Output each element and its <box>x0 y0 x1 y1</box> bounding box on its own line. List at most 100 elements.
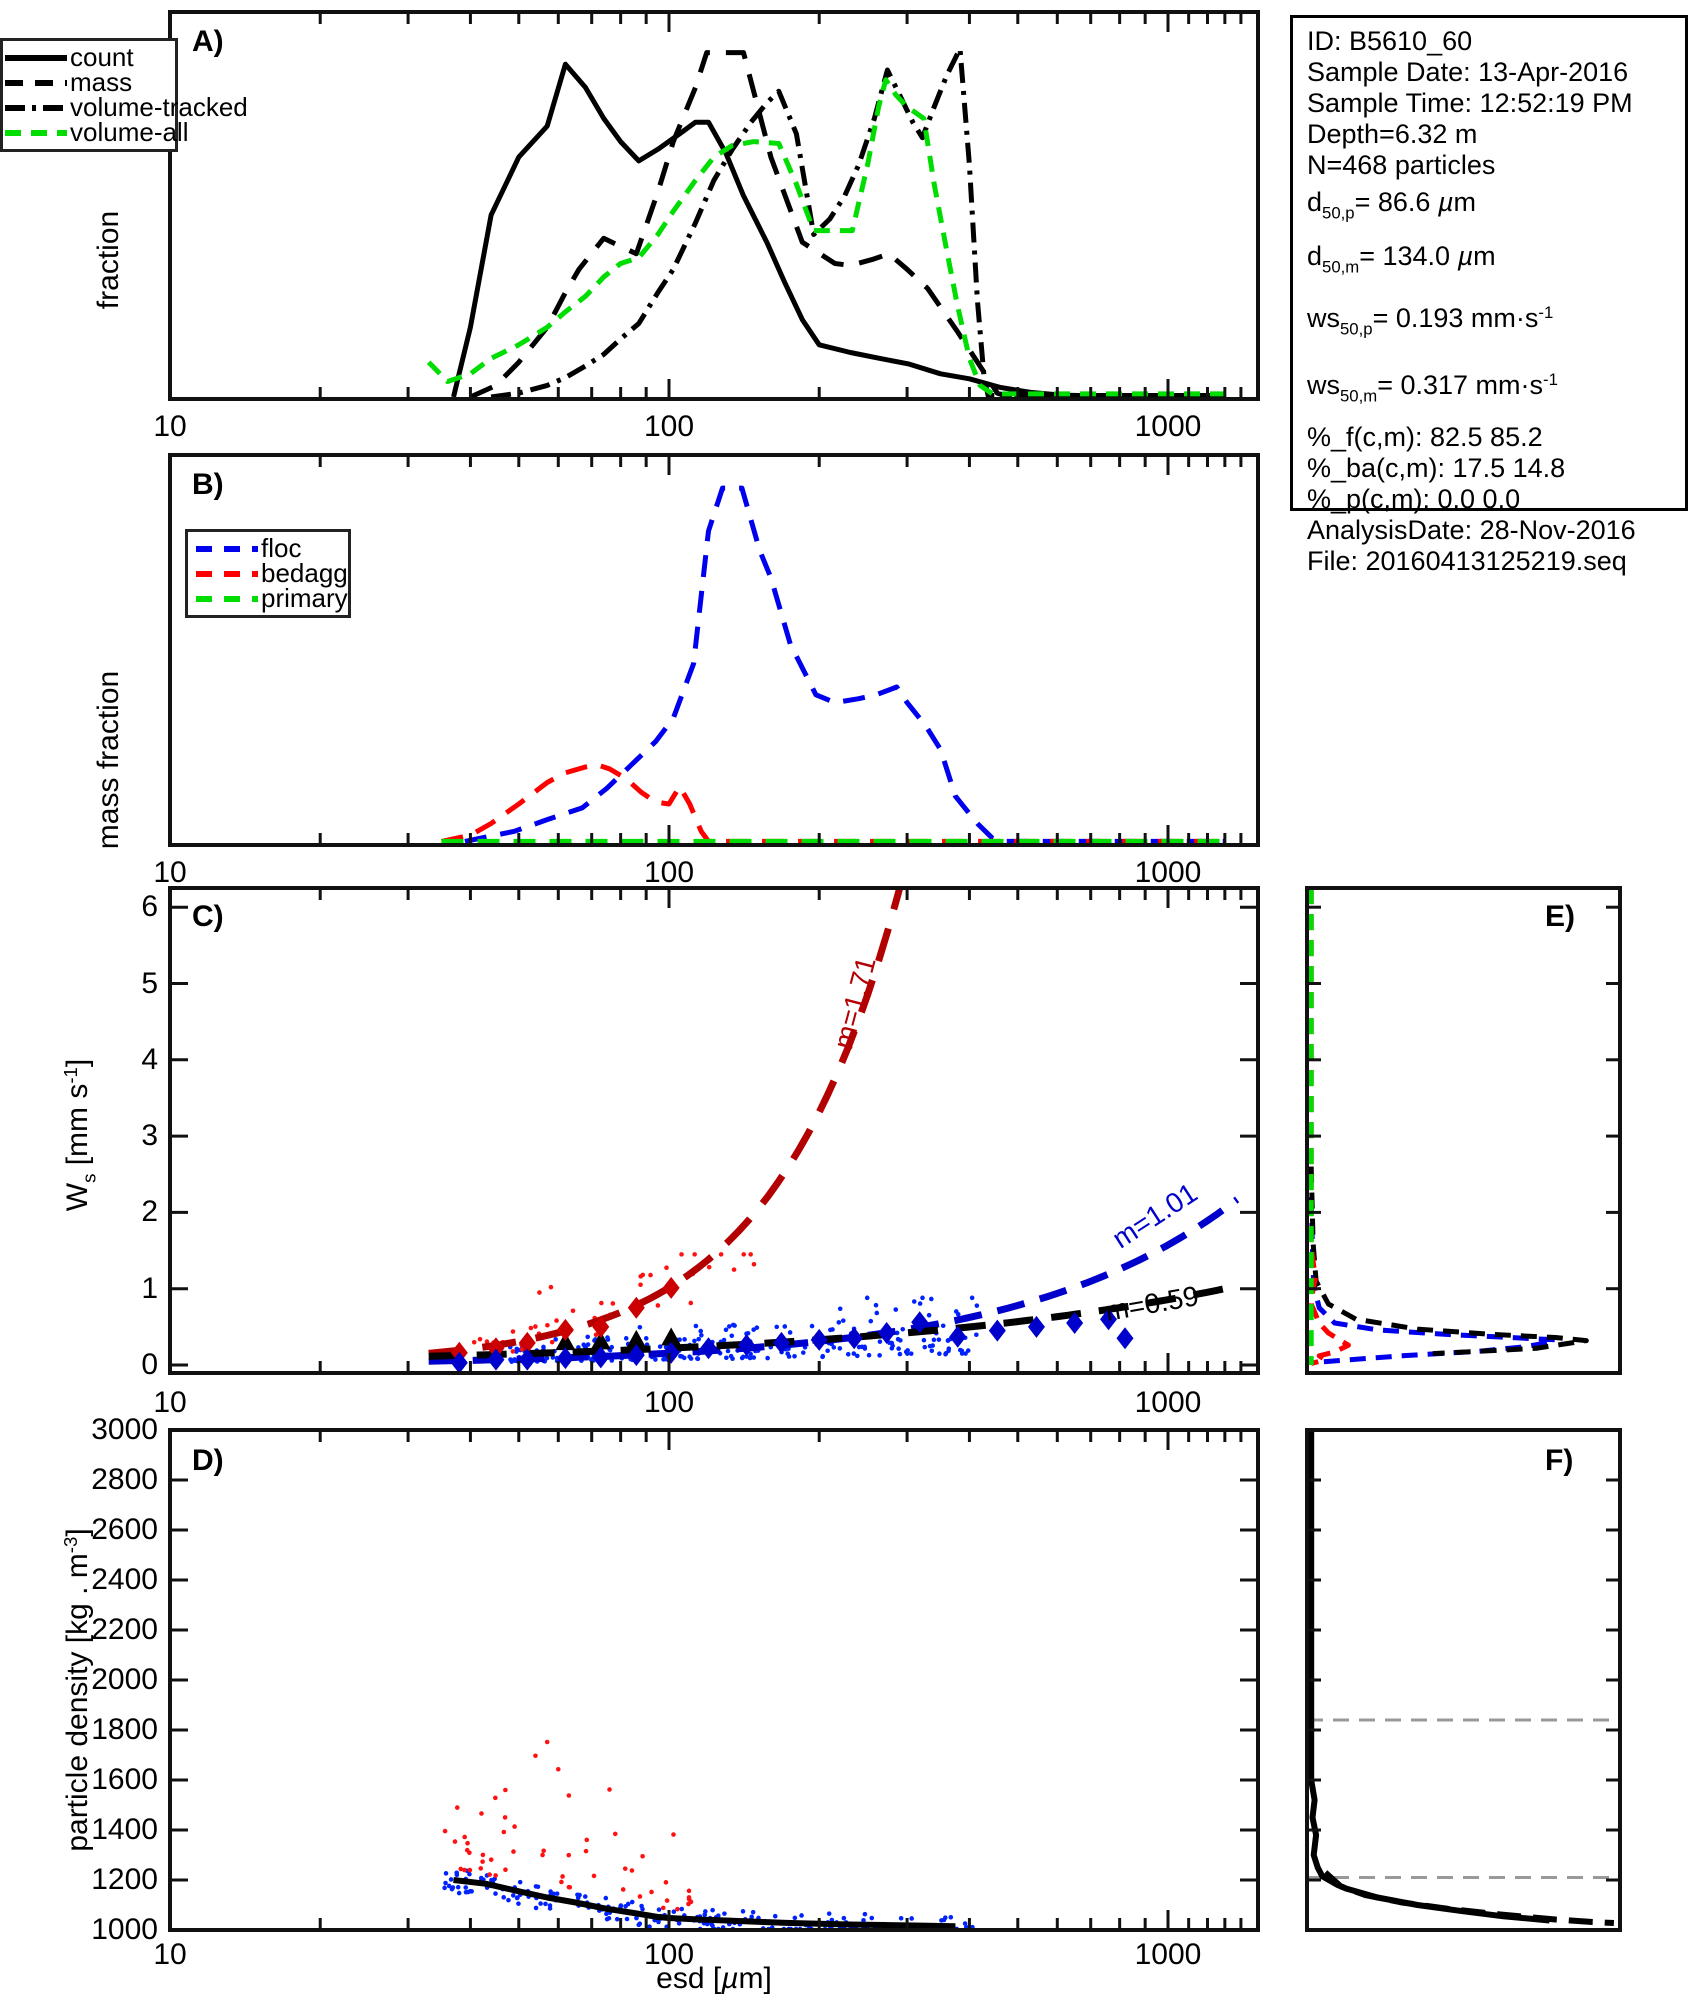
legend-label: volume-tracked <box>70 92 248 122</box>
scatter-dot <box>710 1907 715 1913</box>
text-segment: = 134.0 <box>1359 240 1458 271</box>
scatter-dot <box>480 1852 486 1858</box>
text-segment: esd [ <box>656 1962 722 1995</box>
scatter-dot <box>889 1340 895 1346</box>
text-segment: -1 <box>1538 303 1554 323</box>
bin-median-diamond <box>556 1318 574 1341</box>
scatter-dot <box>921 1337 927 1343</box>
scatter-dot <box>549 1339 555 1345</box>
scatter-dot <box>750 1909 756 1915</box>
scatter-dot <box>514 1346 520 1352</box>
x-tick-label: 10 <box>153 1938 187 1971</box>
scatter-dot <box>493 1891 498 1896</box>
scatter-dot <box>446 1883 452 1889</box>
text-segment: d <box>1307 240 1323 271</box>
scatter-dot <box>591 1873 597 1879</box>
legend-item: volume-all <box>5 117 189 147</box>
text-segment: m <box>1453 187 1477 217</box>
info-line: Depth=6.32 m <box>1307 119 1679 150</box>
scatter-dot <box>493 1795 498 1801</box>
scatter-dot <box>772 1913 778 1919</box>
legend-line-sample <box>196 595 258 602</box>
scatter-dot <box>663 1880 669 1885</box>
scatter-dot <box>593 1332 599 1338</box>
scatter-dot <box>442 1885 447 1891</box>
scatter-dot <box>893 1307 899 1312</box>
scatter-dot <box>510 1893 516 1898</box>
scatter-dot <box>629 1899 635 1905</box>
scatter-dot <box>637 1324 643 1330</box>
legend-label: floc <box>261 533 302 563</box>
scatter-dot <box>774 1324 780 1330</box>
scatter-dot <box>612 1831 618 1837</box>
bin-median-diamond <box>487 1348 505 1371</box>
all-ws-dist-curve <box>1308 1166 1589 1357</box>
y-tick-label: 1000 <box>91 1913 158 1946</box>
scatter-dot <box>825 1348 830 1354</box>
panel-b-plot-area <box>440 485 1225 844</box>
bin-median-diamond <box>738 1334 756 1357</box>
scatter-dot <box>728 1353 734 1359</box>
series-bedagg-line <box>440 762 1225 844</box>
scatter-dot <box>454 1805 460 1810</box>
scatter-dot <box>830 1327 835 1332</box>
scatter-dot <box>682 1337 687 1342</box>
scatter-dot <box>603 1895 609 1901</box>
info-line: AnalysisDate: 28-Nov-2016 <box>1307 515 1679 546</box>
x-tick-label: 1000 <box>1134 1386 1202 1419</box>
scatter-dot <box>704 1921 710 1927</box>
scatter-dot <box>465 1840 470 1846</box>
y-tick-label: 2600 <box>91 1513 158 1546</box>
scatter-dot <box>937 1351 942 1357</box>
scatter-dot <box>792 1353 797 1359</box>
scatter-dot <box>688 1300 694 1306</box>
scatter-dot <box>874 1310 880 1316</box>
y-tick-label: 4 <box>141 1042 158 1076</box>
bin-median-diamond <box>592 1346 610 1369</box>
text-segment: ws <box>1307 303 1340 334</box>
scatter-dot <box>845 1351 851 1357</box>
scatter-dot <box>948 1915 954 1920</box>
y-tick-label: 0 <box>141 1348 158 1381</box>
scatter-dot <box>599 1300 604 1306</box>
scatter-dot <box>528 1325 534 1331</box>
scatter-dot <box>894 1330 900 1336</box>
scatter-dot <box>537 1290 542 1295</box>
scatter-dot <box>538 1901 543 1906</box>
scatter-dot <box>640 1906 645 1912</box>
scatter-dot <box>740 1354 746 1360</box>
scatter-dot <box>503 1787 508 1793</box>
density-dist-count-curve <box>1308 1430 1550 1924</box>
scatter-dot <box>695 1356 701 1362</box>
bin-median-diamond <box>878 1321 896 1344</box>
bin-median-diamond <box>662 1341 680 1364</box>
scatter-dot <box>452 1839 458 1844</box>
scatter-dot <box>898 1915 904 1921</box>
text-segment: %_p(c,m): 0.0 0.0 <box>1307 483 1521 514</box>
scatter-dot <box>664 1898 670 1903</box>
bedagg-ws-dist-curve <box>1308 888 1351 1366</box>
bedagg-fit-curve <box>428 888 904 1357</box>
scatter-dot <box>877 1339 883 1344</box>
density-median-line <box>453 1877 956 1930</box>
scatter-dot <box>940 1323 946 1329</box>
scatter-dot <box>516 1901 521 1906</box>
y-tick-label: 1 <box>141 1271 158 1305</box>
scatter-dot <box>676 1921 682 1926</box>
scatter-dot <box>547 1906 553 1911</box>
text-segment: 50,m <box>1322 257 1360 277</box>
scatter-dot <box>782 1324 788 1329</box>
scatter-dot <box>946 1348 951 1354</box>
bin-median-diamond <box>810 1328 828 1351</box>
legend-line-sample <box>196 545 258 552</box>
y-tick-label: 1800 <box>91 1713 158 1746</box>
scatter-dot <box>820 1353 826 1359</box>
text-segment: = 86.6 <box>1354 187 1438 217</box>
scatter-dot <box>554 1318 559 1323</box>
x-tick-label: 100 <box>643 410 695 443</box>
scatter-dot <box>604 1911 609 1917</box>
scatter-dot <box>487 1872 492 1877</box>
scatter-dot <box>731 1267 737 1272</box>
scatter-dot <box>541 1848 546 1854</box>
bin-median-diamond <box>662 1276 680 1299</box>
